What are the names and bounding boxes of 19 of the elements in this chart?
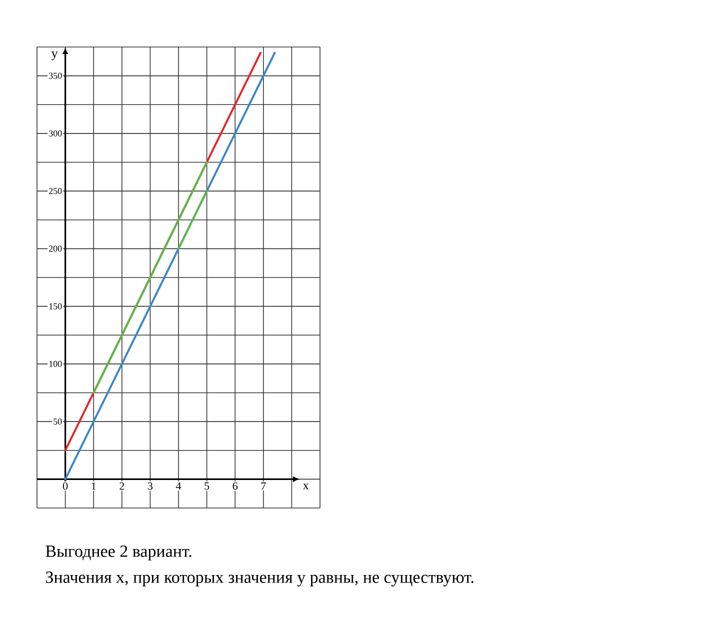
x-axis-title: x xyxy=(302,484,309,490)
text: Значения х, при которых значения у равны, не существуют. xyxy=(46,572,474,586)
x-tick-label: 0 xyxy=(62,482,68,490)
x-tick-label: 4 xyxy=(176,482,182,490)
y-tick-label: 200 xyxy=(49,246,62,252)
y-tick-label: 300 xyxy=(49,130,62,136)
text: Выгоднее 2 вариант. xyxy=(46,546,192,560)
y-tick-label: 50 xyxy=(54,418,62,425)
x-tick-label: 3 xyxy=(148,482,153,490)
y-tick-label: 350 xyxy=(49,72,62,79)
y-tick-label: 250 xyxy=(49,188,62,194)
y-axis-title: y xyxy=(51,52,58,60)
y-tick-label: 100 xyxy=(49,360,62,367)
y-tick-label: 150 xyxy=(49,303,62,310)
x-tick-label: 1 xyxy=(92,482,96,490)
x-tick-label: 6 xyxy=(232,482,238,490)
x-tick-label: 7 xyxy=(261,482,266,490)
x-tick-label: 2 xyxy=(120,482,124,490)
x-tick-label: 5 xyxy=(204,482,210,490)
